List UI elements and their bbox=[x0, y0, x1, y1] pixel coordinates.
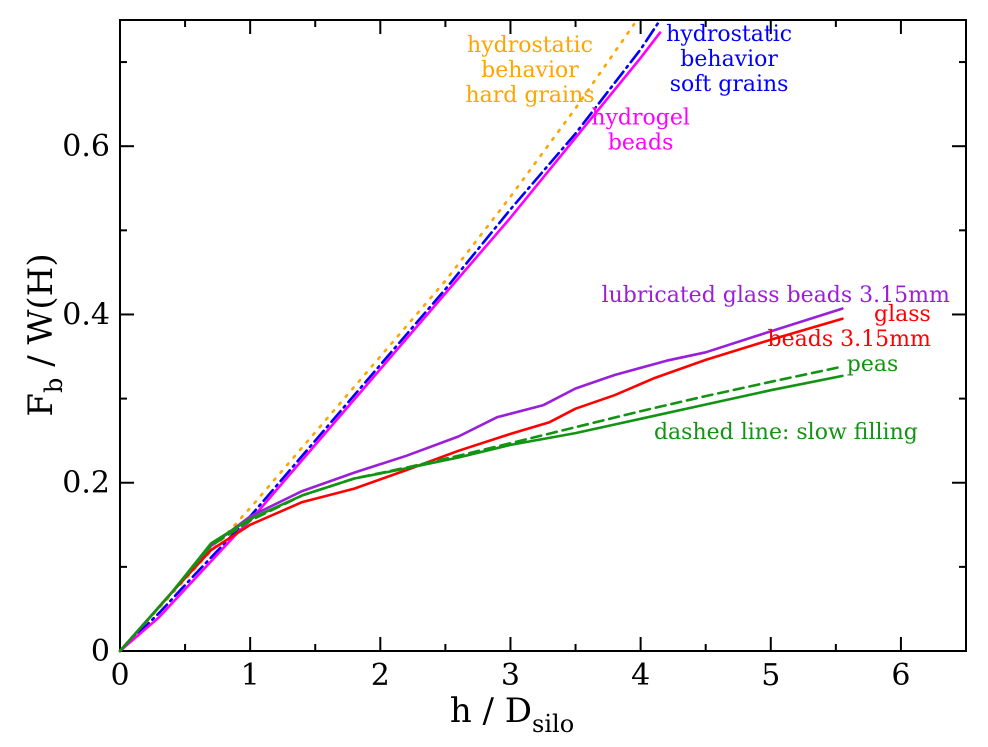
x-tick-label: 3 bbox=[501, 658, 520, 693]
x-axis-label-sub: silo bbox=[532, 710, 574, 738]
annotation-line: glass bbox=[874, 302, 931, 327]
series-line-lubricated-glass bbox=[118, 307, 844, 653]
annotation-line: lubricated glass beads 3.15mm bbox=[602, 283, 950, 308]
annotation-line: peas bbox=[847, 352, 899, 377]
series-line-hydrostatic-hard bbox=[118, 22, 636, 653]
annotation-line: hydrostatic bbox=[467, 33, 593, 58]
axis-tick-labels: 0 1 2 3 4 5 6 0 0.2 0.4 0.6 bbox=[62, 129, 910, 693]
y-axis-label-rest: / W(H) bbox=[21, 253, 61, 377]
series-line-peas bbox=[118, 374, 844, 653]
y-tick-label: 0 bbox=[91, 634, 110, 669]
x-axis-label: h / Dsilo bbox=[450, 691, 574, 738]
annotation-peas: peas bbox=[847, 352, 899, 377]
y-axis-label: Fb / W(H) bbox=[21, 253, 68, 416]
annotation-glass: glass beads 3.15mm bbox=[768, 302, 931, 352]
series-line-peas-slow bbox=[118, 365, 844, 653]
y-axis-label-main: F bbox=[21, 393, 61, 417]
series-line-hydrostatic-soft bbox=[118, 18, 662, 653]
annotation-line: beads bbox=[608, 130, 674, 155]
annotation-lubricated: lubricated glass beads 3.15mm bbox=[602, 283, 950, 308]
y-tick-label: 0.2 bbox=[62, 466, 110, 501]
x-tick-label: 4 bbox=[631, 658, 650, 693]
annotation-line: soft grains bbox=[670, 72, 789, 97]
x-axis-label-main: h / D bbox=[450, 691, 532, 731]
y-axis-label-sub: b bbox=[40, 378, 68, 393]
x-tick-label: 6 bbox=[891, 658, 910, 693]
y-tick-label: 0.6 bbox=[62, 129, 110, 164]
annotation-line: dashed line: slow filling bbox=[654, 420, 918, 445]
annotation-line: hydrogel bbox=[591, 105, 690, 130]
series-layer bbox=[118, 18, 844, 653]
x-tick-label: 1 bbox=[241, 658, 260, 693]
annotation-soft: hydrostatic behavior soft grains bbox=[666, 22, 792, 97]
x-tick-label: 2 bbox=[371, 658, 390, 693]
series-line-glass bbox=[118, 317, 844, 653]
annotation-line: behavior bbox=[481, 58, 579, 83]
series-line-hydrogel bbox=[118, 31, 662, 653]
annotation-line: hydrostatic bbox=[666, 22, 792, 47]
y-tick-label: 0.4 bbox=[62, 297, 110, 332]
x-tick-label: 5 bbox=[761, 658, 780, 693]
annotation-hard: hydrostatic behavior hard grains bbox=[465, 33, 594, 108]
x-tick-label: 0 bbox=[110, 658, 129, 693]
plot-frame bbox=[119, 19, 967, 652]
annotation-hydrogel: hydrogel beads bbox=[591, 105, 690, 155]
annotation-line: beads 3.15mm bbox=[768, 327, 931, 352]
annotations-layer: hydrostatic behavior hard grainshydrostati… bbox=[465, 22, 950, 445]
annotation-line: hard grains bbox=[465, 83, 594, 108]
annotation-dashed: dashed line: slow filling bbox=[654, 420, 918, 445]
annotation-line: behavior bbox=[680, 47, 778, 72]
axis-ticks bbox=[119, 20, 966, 652]
